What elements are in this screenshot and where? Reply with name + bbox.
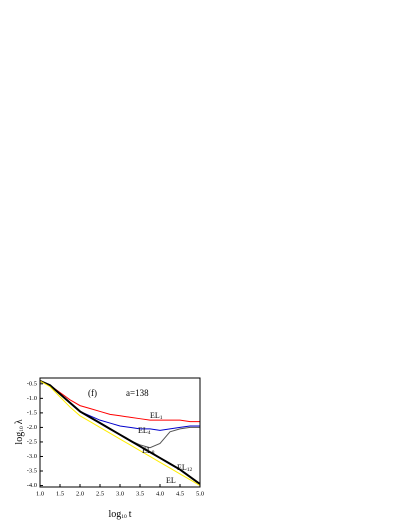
series-label-subscript: 1 [160,415,163,421]
x-tick-label: 2.0 [76,490,84,497]
series-line [39,380,200,449]
y-tick-label: -1.0 [27,395,37,402]
x-axis-label-subscript: 10 [121,514,127,520]
x-tick-label: 1.0 [36,490,44,497]
series-label-text: EL [166,476,176,485]
series-label-text: EL [150,411,160,420]
annotation: (f) [88,388,97,398]
series-label-subscript: 12 [187,467,193,473]
y-axis-label-text: log [14,432,25,445]
x-tick-label: 3.5 [136,490,144,497]
plot-frame [39,377,201,488]
y-axis-label-symbol: λ [14,419,25,424]
x-axis-label-symbol: t [129,509,132,520]
annotation: a=138 [126,388,149,398]
x-axis-label-text: log [108,509,121,520]
series-label-text: EL [177,463,187,472]
x-axis-label: log10 t [108,509,131,520]
x-tick-label: 4.0 [156,490,164,497]
x-tick-label: 1.5 [56,490,64,497]
x-tick-label: 2.5 [96,490,104,497]
series-label: EL12 [177,463,193,473]
x-tick-label: 3.0 [116,490,124,497]
series-label: EL8 [142,446,155,456]
x-tick-label: 5.0 [196,490,204,497]
series-label: EL4 [138,426,151,436]
series-label: EL1 [150,411,163,421]
series-label-text: EL [142,446,152,455]
y-tick-label: -3.5 [27,467,37,474]
y-tick-label: -0.5 [27,380,37,387]
y-tick-label: -3.0 [27,453,37,460]
series-label-subscript: 4 [148,430,151,436]
series-line [39,380,200,423]
y-axis-label-subscript: 10 [19,426,25,432]
y-tick-label: -2.0 [27,424,37,431]
series-label-text: EL [138,426,148,435]
series-line [39,379,201,485]
series-label: EL [166,476,176,485]
y-tick-label: -4.0 [27,482,37,489]
y-tick-label: -1.5 [27,409,37,416]
series-label-subscript: 8 [152,450,155,456]
y-tick-label: -2.5 [27,438,37,445]
y-axis-label: log10 λ [14,419,25,444]
x-tick-label: 4.5 [176,490,184,497]
series-line [39,380,201,486]
series-line [39,380,200,431]
